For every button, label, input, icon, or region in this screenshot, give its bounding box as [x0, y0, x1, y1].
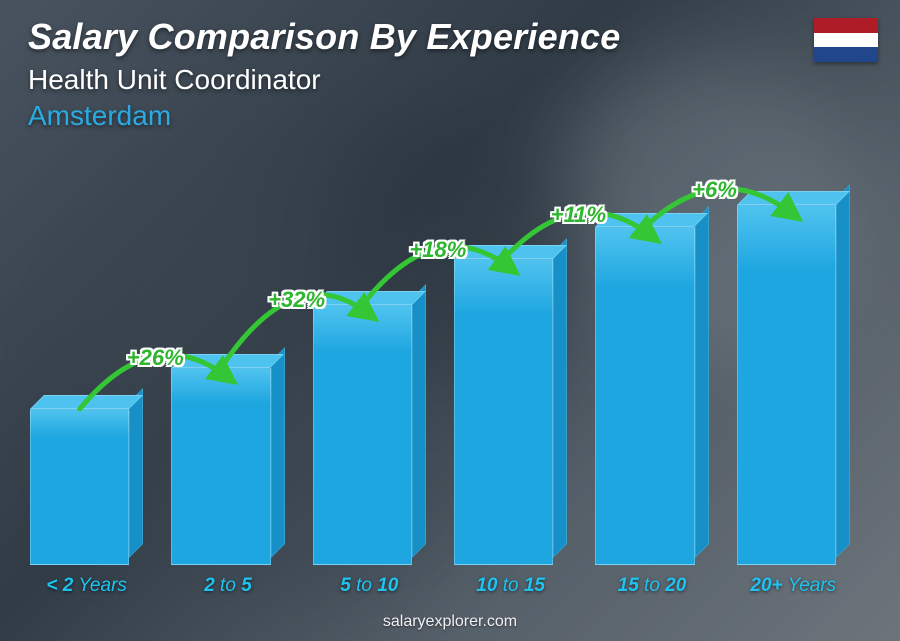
- bar-category-label: 15 to 20: [618, 575, 687, 597]
- bar-4: 5,280 EUR15 to 20: [595, 227, 708, 597]
- header: Salary Comparison By Experience Health U…: [28, 16, 872, 132]
- footer-attribution: salaryexplorer.com: [0, 613, 900, 631]
- bar-3d: [30, 409, 143, 565]
- bar-category-label: < 2 Years: [46, 575, 126, 597]
- bar-3d: [171, 368, 284, 565]
- page-title: Salary Comparison By Experience: [28, 16, 872, 58]
- pct-change-badge: +18%: [405, 235, 470, 265]
- bar-3d: [737, 205, 850, 565]
- pct-change-badge: +11%: [547, 200, 610, 230]
- bar-3d: [595, 227, 708, 565]
- netherlands-flag-icon: [814, 18, 878, 62]
- bar-0: 2,440 EUR< 2 Years: [30, 409, 143, 597]
- pct-change-badge: +32%: [264, 285, 329, 315]
- increase-arrow-icon: [30, 167, 850, 597]
- bar-category-label: 5 to 10: [340, 575, 398, 597]
- bar-5: 5,620 EUR20+ Years: [737, 205, 850, 597]
- flag-stripe: [814, 33, 878, 48]
- salary-bar-chart: 2,440 EUR< 2 Years3,080 EUR2 to 5 4,060 E…: [30, 167, 850, 597]
- flag-stripe: [814, 47, 878, 62]
- bar-category-label: 10 to 15: [476, 575, 545, 597]
- pct-change-badge: +6%: [688, 175, 741, 205]
- bar-3: 4,770 EUR10 to 15: [454, 259, 567, 597]
- bar-2: 4,060 EUR5 to 10: [313, 305, 426, 597]
- pct-change-badge: +26%: [123, 343, 188, 373]
- bar-1: 3,080 EUR2 to 5: [171, 368, 284, 597]
- bar-3d: [313, 305, 426, 565]
- city-label: Amsterdam: [28, 100, 872, 132]
- increase-arrow-icon: [30, 167, 850, 597]
- increase-arrow-icon: [30, 167, 850, 597]
- increase-arrow-icon: [30, 167, 850, 597]
- bar-3d: [454, 259, 567, 565]
- increase-arrow-icon: [30, 167, 850, 597]
- page-subtitle: Health Unit Coordinator: [28, 64, 872, 96]
- bar-category-label: 20+ Years: [750, 575, 836, 597]
- flag-stripe: [814, 18, 878, 33]
- bar-category-label: 2 to 5: [204, 575, 252, 597]
